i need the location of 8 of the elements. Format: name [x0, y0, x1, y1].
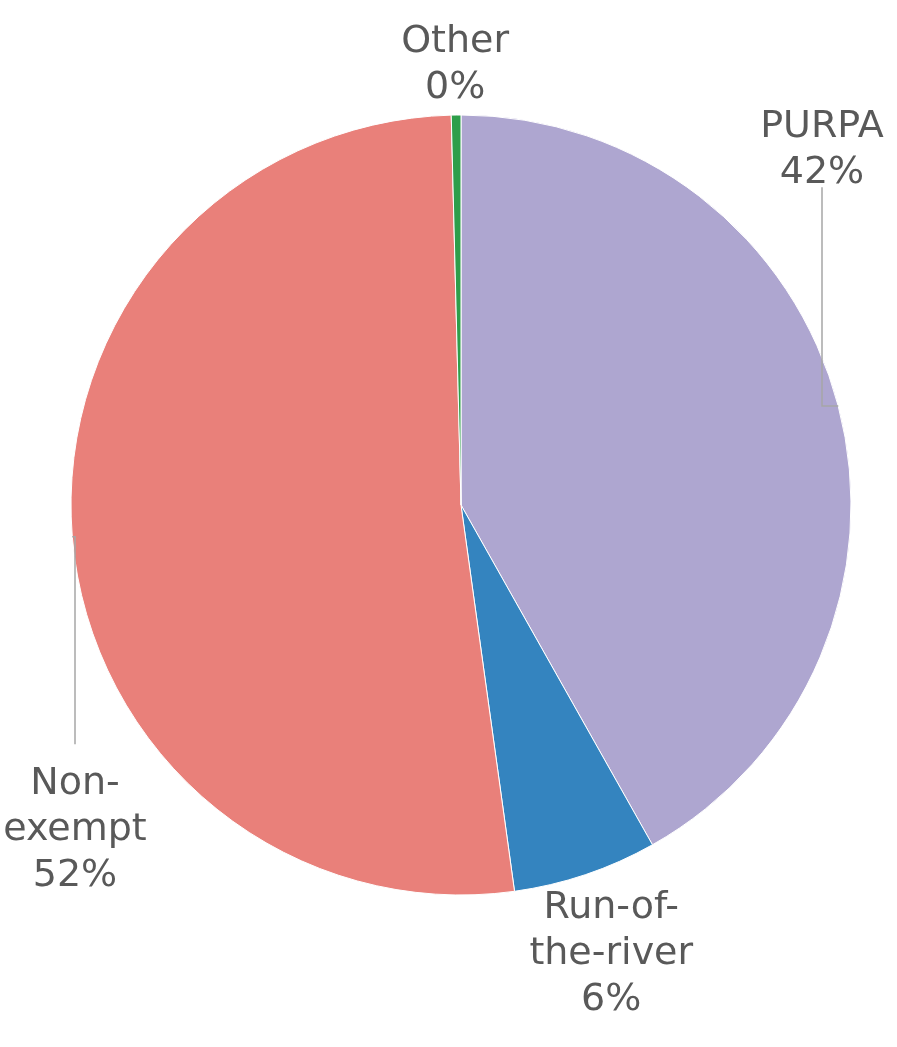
data-label: 6% — [581, 974, 642, 1019]
slice-label: Non-exempt — [3, 758, 147, 849]
slice-label: PURPA — [760, 101, 884, 146]
slice-label: Other — [401, 17, 510, 62]
slice-label: Run-of-the-river — [529, 882, 694, 973]
data-label: 0% — [424, 63, 486, 108]
data-label: 42% — [779, 147, 865, 192]
data-label: 52% — [32, 850, 118, 895]
